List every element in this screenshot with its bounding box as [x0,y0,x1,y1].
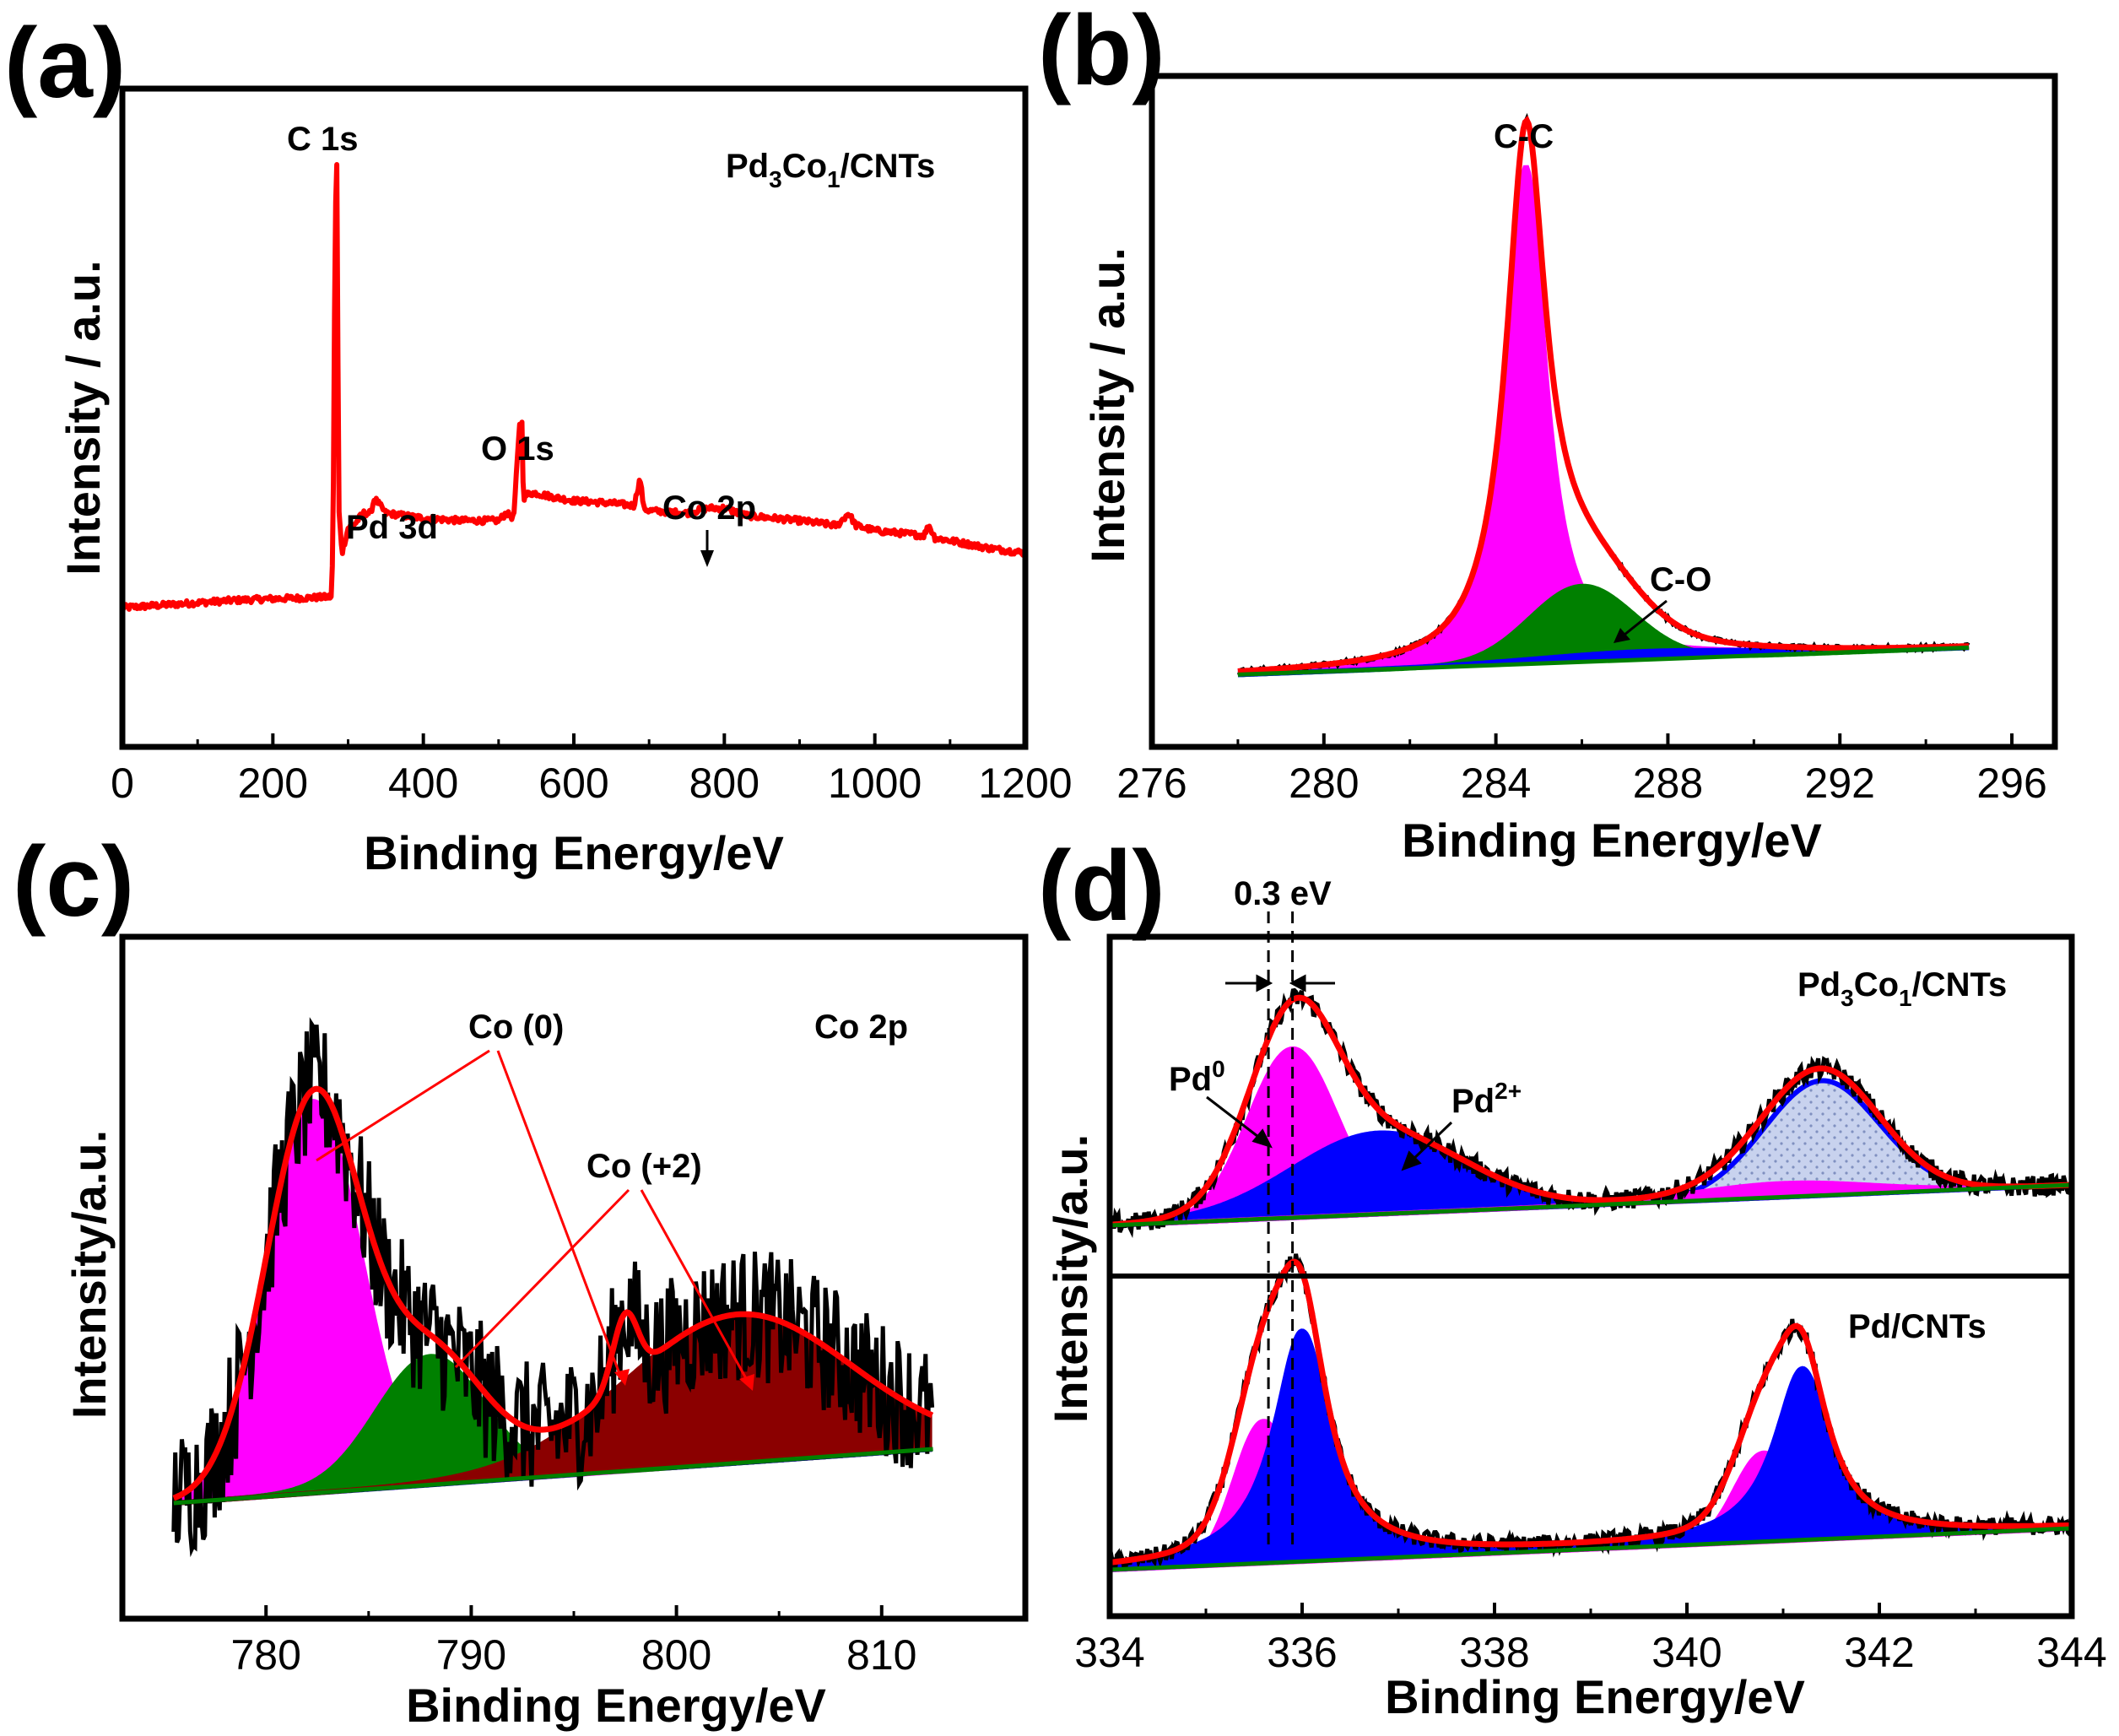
x-tick-label-a: 0 [111,760,134,807]
panel-label-a: (a) [4,8,126,119]
survey-spectrum-line [120,162,1028,612]
annotation-cc: C-C [1494,118,1554,155]
subplot-title-top: Pd3Co1/CNTs [1797,966,2007,1011]
plot-title-c: Co 2p [814,1009,908,1046]
x-tick-label-b: 284 [1461,760,1531,807]
x-tick-label-d: 334 [1074,1629,1144,1676]
component-fill-c-0 [173,1101,932,1503]
x-tick-label-a: 800 [689,760,759,807]
shift-label: 0.3 eV [1234,875,1332,912]
subplot-title-bottom: Pd/CNTs [1848,1308,1987,1345]
x-tick-label-c: 780 [231,1631,301,1679]
panel-c: (c) 780 790 800 810 Binding Energy/eV Inten… [13,826,1029,1732]
raw-data-line-c [171,1017,935,1558]
annotation-co0: Co (0) [468,1009,564,1046]
y-axis-label-a: Intensity / a.u. [57,260,110,575]
baseline-line-c [173,1447,933,1506]
x-tick-label-a: 1200 [978,760,1072,807]
fit-envelope-line-c [172,1085,934,1501]
x-tick-label-d: 340 [1651,1629,1722,1676]
x-tick-label-d: 338 [1459,1629,1529,1676]
x-axis-label-c: Binding Energy/eV [406,1679,826,1732]
component-fill-c-1 [173,1356,932,1503]
component-fill-c-3 [173,1314,932,1503]
annotation-co2: Co (+2) [587,1148,702,1185]
panel-label-b: (b) [1038,0,1165,106]
x-tick-label-c: 810 [846,1631,916,1679]
annotation-co: C-O [1650,561,1711,598]
pd-pointer-arrows [1206,1095,1453,1171]
x-tick-label-b: 280 [1289,760,1359,807]
x-tick-label-a: 600 [538,760,608,807]
component-fill-d-bottom-1 [1110,1331,2071,1570]
co2p-arrow [700,530,714,567]
raw-data-line-d-bottom [1108,1253,2073,1571]
x-tick-label-b: 296 [1976,760,2046,807]
baseline-line-d-top [1109,1182,2073,1228]
x-tick-label-a: 400 [388,760,458,807]
x-tick-label-a: 200 [238,760,308,807]
x-tick-label-c: 790 [436,1631,506,1679]
co-pointer-heads [614,1369,754,1391]
x-tick-label-d: 336 [1267,1629,1337,1676]
plot-frame-b [1149,73,2058,750]
panel-b: (b) 276 280 284 288 292 296 Binding Energy/eV… [1038,0,2058,867]
x-tick-label-b: 292 [1805,760,1875,807]
x-axis-label-b: Binding Energy/eV [1402,814,1822,867]
y-axis-label-c: Intensity/a.u. [62,1130,116,1419]
annotation-co2p: Co 2p [662,489,756,527]
y-axis-label-d: Intensity/a.u. [1044,1134,1097,1423]
plot-frame-a [119,85,1029,750]
component-fill-b-1 [1237,586,1970,675]
baseline-line-d-bottom [1109,1526,2073,1572]
panel-d: (d) 334 336 338 340 342 344 Binding Energy/eV… [1038,830,2107,1723]
x-tick-label-d: 344 [2036,1629,2106,1676]
x-tick-label-d: 342 [1844,1629,1914,1676]
co-arrow [1614,599,1668,643]
x-tick-label-a: 1000 [828,760,922,807]
component-fill-d-top-1 [1110,1133,2071,1225]
fit-envelope-line-d-top [1109,994,2071,1228]
x-tick-label-b: 276 [1116,760,1187,807]
x-axis-label-d: Binding Energy/eV [1385,1670,1805,1723]
fit-envelope-line-d-bottom [1109,1258,2071,1566]
fit-envelope-line-b [1237,115,1970,674]
baseline-line-b [1237,645,1970,677]
co-pointer-lines [316,1049,749,1381]
annotation-o1s: O 1s [481,430,554,468]
panel-label-c: (c) [13,826,134,938]
annotation-c1s: C 1s [287,121,359,158]
plot-title-a: Pd3Co1/CNTs [726,148,935,192]
annotation-pd0: Pd0 [1169,1056,1225,1098]
shift-arrows [1225,974,1335,992]
x-tick-label-c: 800 [641,1631,711,1679]
x-axis-label-a: Binding Energy/eV [364,826,784,879]
annotation-pd2: Pd2+ [1451,1078,1522,1120]
component-fill-d-bottom-3 [1110,1368,2071,1570]
panel-label-d: (d) [1038,830,1165,942]
annotation-pd3d: Pd 3d [346,509,438,546]
y-axis-label-b: Intensity / a.u. [1081,247,1134,562]
x-tick-label-b: 288 [1633,760,1703,807]
panel-a: (a) 0 200 400 600 800 1000 1200 Binding Energy… [4,8,1073,879]
